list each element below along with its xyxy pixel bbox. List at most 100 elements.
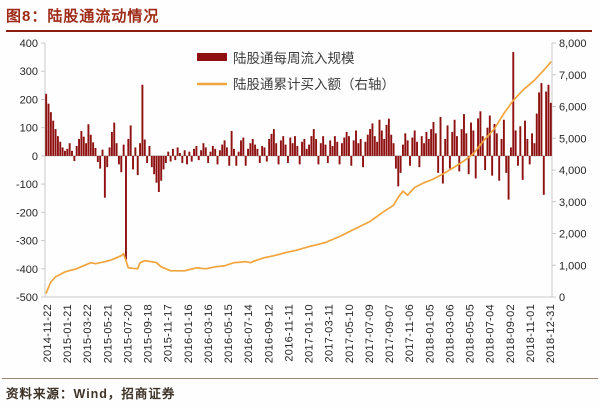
- weekly-bar: [225, 147, 228, 156]
- weekly-bar: [263, 147, 266, 156]
- weekly-bar: [103, 155, 106, 198]
- weekly-bar: [265, 155, 268, 162]
- weekly-bar: [439, 116, 442, 156]
- weekly-bar: [117, 155, 120, 165]
- weekly-bar: [89, 134, 92, 156]
- weekly-bar: [364, 141, 367, 156]
- weekly-bar: [108, 147, 111, 156]
- weekly-bar: [73, 155, 76, 161]
- weekly-bar: [521, 155, 524, 180]
- weekly-bar: [45, 93, 48, 156]
- weekly-bar: [296, 146, 299, 156]
- weekly-bar: [340, 143, 343, 156]
- weekly-bar: [533, 143, 536, 156]
- left-axis-tick-label: 200: [20, 94, 38, 106]
- weekly-bar: [186, 155, 188, 165]
- weekly-bar: [317, 155, 320, 165]
- weekly-bar: [333, 136, 336, 156]
- x-axis-tick-label: 2015-03-22: [82, 304, 94, 363]
- title-rule: [6, 30, 592, 32]
- x-axis-tick-label: 2015-01-21: [62, 304, 74, 363]
- weekly-bar: [211, 146, 214, 156]
- weekly-bar: [164, 155, 167, 163]
- weekly-bar: [350, 155, 353, 166]
- weekly-bar: [451, 131, 454, 156]
- weekly-bar: [106, 155, 109, 168]
- weekly-bar: [545, 91, 548, 156]
- weekly-bar: [294, 136, 296, 156]
- weekly-bar: [179, 153, 181, 156]
- weekly-bar: [493, 123, 496, 156]
- weekly-bar: [92, 142, 95, 156]
- x-axis-tick-label: 2015-05-21: [102, 304, 114, 363]
- x-axis-tick-label: 2016-07-14: [243, 304, 255, 363]
- left-axis-tick-label: -400: [16, 264, 38, 276]
- weekly-bar: [139, 143, 142, 156]
- weekly-bar: [153, 155, 156, 175]
- x-axis-tick-label: 2015-07-20: [122, 304, 134, 363]
- weekly-bar: [122, 144, 125, 156]
- weekly-bar: [204, 147, 207, 156]
- weekly-bar: [406, 140, 409, 156]
- weekly-bar: [463, 114, 465, 156]
- weekly-bar: [157, 155, 160, 193]
- weekly-bar: [134, 147, 137, 156]
- weekly-bar: [261, 146, 264, 156]
- weekly-bar: [94, 147, 97, 156]
- weekly-bar: [474, 155, 477, 179]
- weekly-bar: [115, 143, 118, 156]
- weekly-bar: [270, 133, 273, 156]
- weekly-bar: [240, 140, 242, 156]
- weekly-bar: [505, 155, 508, 173]
- source-note: 资料来源：Wind，招商证券: [6, 387, 176, 401]
- weekly-bar: [378, 119, 381, 156]
- weekly-bar: [526, 138, 529, 156]
- weekly-bar: [432, 122, 435, 156]
- weekly-bar: [326, 155, 329, 163]
- weekly-bar: [136, 155, 139, 176]
- weekly-bar: [174, 155, 177, 161]
- weekly-bar: [484, 155, 487, 170]
- weekly-bar: [540, 83, 543, 156]
- weekly-bar: [509, 147, 512, 156]
- weekly-bar: [78, 138, 80, 156]
- weekly-bar: [171, 148, 174, 156]
- weekly-bar: [524, 120, 526, 156]
- right-axis-tick-label: 1,000: [559, 260, 587, 272]
- weekly-bar: [61, 147, 64, 156]
- weekly-bar: [331, 146, 334, 156]
- x-axis-tick-label: 2016-09-12: [263, 304, 275, 363]
- weekly-bar: [254, 144, 257, 156]
- x-axis-tick-label: 2018-11-01: [525, 304, 537, 362]
- weekly-bar: [413, 130, 416, 156]
- weekly-bar: [150, 155, 153, 168]
- weekly-bar: [324, 144, 327, 156]
- weekly-bar: [498, 155, 501, 181]
- weekly-bar: [502, 119, 505, 156]
- weekly-bar: [301, 141, 303, 156]
- weekly-bar: [465, 133, 468, 156]
- weekly-bar: [535, 113, 538, 156]
- weekly-bar: [160, 155, 163, 181]
- weekly-bar: [359, 138, 362, 156]
- weekly-bar: [376, 141, 379, 156]
- weekly-bar: [528, 155, 531, 165]
- weekly-bar: [329, 140, 332, 156]
- weekly-bar: [244, 155, 247, 166]
- weekly-bar: [453, 119, 456, 156]
- report-header: 图8：陆股通流动情况: [0, 0, 600, 32]
- weekly-bar: [420, 136, 423, 156]
- weekly-bar: [251, 138, 254, 156]
- weekly-bar: [49, 112, 52, 156]
- weekly-bar: [242, 137, 245, 156]
- weekly-bar: [430, 129, 433, 156]
- weekly-bar: [64, 150, 66, 156]
- weekly-bar: [66, 148, 69, 156]
- weekly-bar: [216, 155, 219, 165]
- x-axis-tick-label: 2018-01-05: [424, 304, 436, 363]
- weekly-bar: [56, 136, 59, 156]
- weekly-bar: [188, 151, 191, 156]
- weekly-bar: [512, 52, 515, 156]
- weekly-bar: [146, 155, 149, 163]
- x-axis-tick-label: 2017-07-09: [364, 304, 376, 363]
